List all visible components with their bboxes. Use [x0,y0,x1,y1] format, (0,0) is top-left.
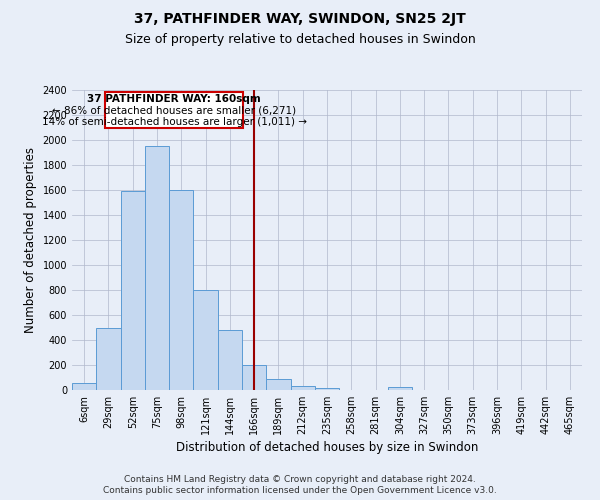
Text: Contains HM Land Registry data © Crown copyright and database right 2024.: Contains HM Land Registry data © Crown c… [124,475,476,484]
Y-axis label: Number of detached properties: Number of detached properties [24,147,37,333]
Bar [193,290,218,390]
Text: Contains public sector information licensed under the Open Government Licence v3: Contains public sector information licen… [103,486,497,495]
Bar [169,190,193,390]
Text: 37, PATHFINDER WAY, SWINDON, SN25 2JT: 37, PATHFINDER WAY, SWINDON, SN25 2JT [134,12,466,26]
Bar [315,388,339,390]
Bar [290,386,315,390]
Bar [96,328,121,390]
Text: 14% of semi-detached houses are larger (1,011) →: 14% of semi-detached houses are larger (… [41,116,307,126]
X-axis label: Distribution of detached houses by size in Swindon: Distribution of detached houses by size … [176,441,478,454]
Bar [388,387,412,390]
Bar [266,379,290,390]
Bar [121,191,145,390]
Bar [218,330,242,390]
Bar [242,365,266,390]
Text: 37 PATHFINDER WAY: 160sqm: 37 PATHFINDER WAY: 160sqm [87,94,261,104]
Bar [72,382,96,390]
Text: Size of property relative to detached houses in Swindon: Size of property relative to detached ho… [125,32,475,46]
Text: ← 86% of detached houses are smaller (6,271): ← 86% of detached houses are smaller (6,… [52,106,296,116]
FancyBboxPatch shape [105,92,243,128]
Bar [145,146,169,390]
